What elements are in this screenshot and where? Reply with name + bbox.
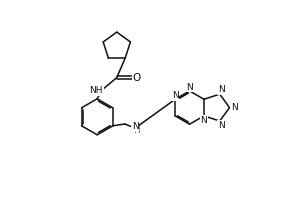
Text: N: N xyxy=(186,83,193,92)
Text: N: N xyxy=(218,85,224,94)
Text: N: N xyxy=(231,103,238,112)
Text: NH: NH xyxy=(89,86,103,95)
Text: O: O xyxy=(133,73,141,83)
Text: N: N xyxy=(218,121,224,130)
Text: N: N xyxy=(172,91,178,100)
Text: H: H xyxy=(133,126,140,135)
Text: N: N xyxy=(132,122,139,131)
Text: N: N xyxy=(201,116,207,125)
